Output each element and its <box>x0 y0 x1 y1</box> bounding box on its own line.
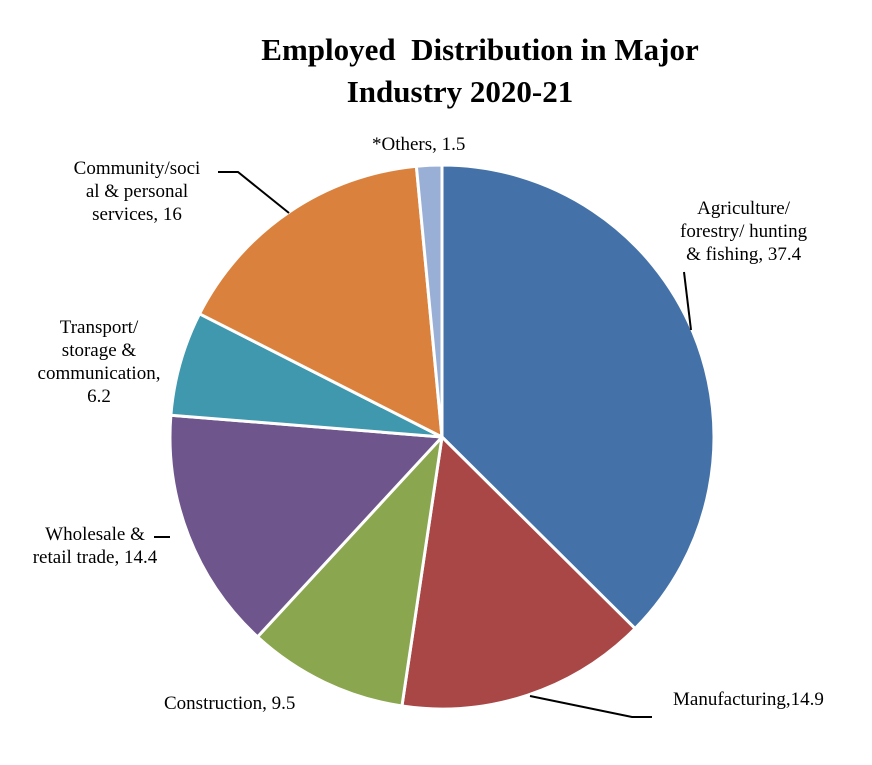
pie-slice-0 <box>440 163 716 631</box>
slice-label-line: services, 16 <box>92 204 182 225</box>
slice-label-community: Community/soci al & personal services, 1… <box>62 157 212 226</box>
slice-label-line: 6.2 <box>87 386 111 407</box>
pie-slice-6 <box>414 163 444 439</box>
leader-line-community <box>218 171 290 214</box>
slice-label-line: communication, <box>37 363 161 384</box>
pie-slice-1 <box>400 435 637 711</box>
pie-slice-3 <box>168 413 444 639</box>
slice-label-agriculture: Agriculture/ forestry/ hunting & fishing… <box>680 197 807 266</box>
slice-label-construction: Construction, 9.5 <box>164 692 295 715</box>
slice-label-line: Wholesale & <box>45 524 145 545</box>
slice-label-line: Community/soci <box>73 158 201 179</box>
slice-label-wholesale: Wholesale & retail trade, 14.4 <box>20 523 170 569</box>
slice-label-line: Manufacturing,14.9 <box>673 689 824 710</box>
chart-title-line-2: Industry 2020-21 <box>346 74 574 109</box>
slice-label-line: retail trade, 14.4 <box>32 547 158 568</box>
slice-label-others: *Others, 1.5 <box>372 133 465 156</box>
chart-title-line-1: Employed Distribution in Major <box>261 32 699 67</box>
slice-label-line: forestry/ hunting <box>680 221 808 242</box>
slice-label-line: & fishing, 37.4 <box>686 244 802 265</box>
slice-label-line: Construction, 9.5 <box>164 693 296 714</box>
slice-label-line: storage & <box>61 340 137 361</box>
leader-line-agriculture <box>683 271 692 331</box>
pie-slice-2 <box>256 435 444 708</box>
leader-line-manufacturing <box>529 695 652 718</box>
slice-label-line: *Others, 1.5 <box>372 134 466 155</box>
slice-label-transport: Transport/ storage & communication, 6.2 <box>24 316 174 408</box>
slice-label-manufacturing: Manufacturing,14.9 <box>673 688 824 711</box>
slice-label-line: al & personal <box>85 181 189 202</box>
slice-label-line: Agriculture/ <box>697 198 791 219</box>
slice-label-line: Transport/ <box>59 317 139 338</box>
